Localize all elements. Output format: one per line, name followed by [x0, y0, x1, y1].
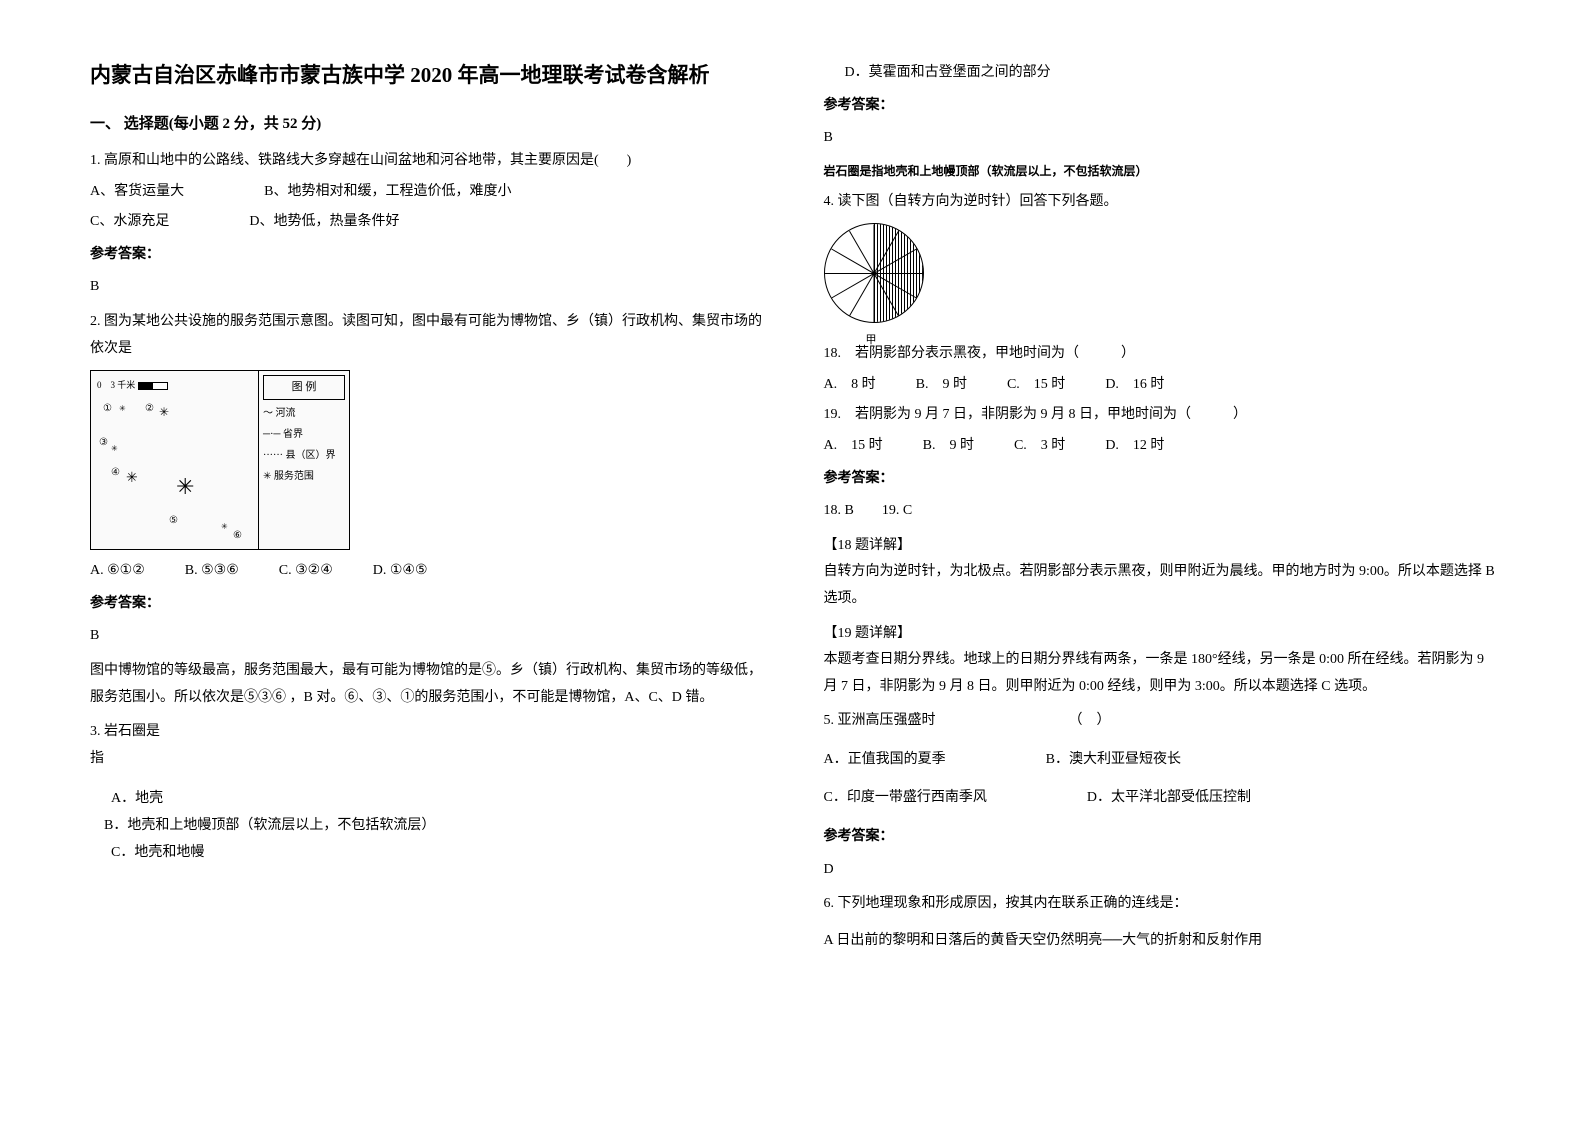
q3-stem-2: 指 [90, 746, 764, 773]
q4-18-a: A. 8 时 [824, 372, 876, 399]
q2-answer-label: 参考答案： [90, 591, 764, 618]
q1-option-a: A、客货运量大 [90, 179, 184, 206]
map-node-3: ✳ [111, 441, 118, 456]
q4-sub18-stem: 18. 若阴影部分表示黑夜，甲地时间为（ ） [824, 341, 1498, 368]
scale-bar: 0 3 千米 [97, 377, 168, 394]
map-label-5: ⑤ [169, 511, 178, 530]
legend-title: 图 例 [263, 375, 345, 400]
map-label-3: ③ [99, 433, 108, 452]
map-label-4: ④ [111, 463, 120, 482]
question-1: 1. 高原和山地中的公路线、铁路线大多穿越在山间盆地和河谷地带，其主要原因是( … [90, 148, 764, 301]
exam-title: 内蒙古自治区赤峰市市蒙古族中学 2020 年高一地理联考试卷含解析 [90, 60, 764, 92]
q3-option-c: C．地壳和地幔 [90, 840, 764, 867]
q6-option-a: A 日出前的黎明和日落后的黄昏天空仍然明亮──大气的折射和反射作用 [824, 928, 1498, 955]
q2-explanation: 图中博物馆的等级最高，服务范围最大，最有可能为博物馆的是⑤。乡（镇）行政机构、集… [90, 658, 764, 711]
q1-stem: 1. 高原和山地中的公路线、铁路线大多穿越在山间盆地和河谷地带，其主要原因是( … [90, 148, 764, 175]
map-node-6: ✳ [221, 519, 228, 534]
q5-stem: 5. 亚洲高压强盛时 （ ） [824, 708, 1498, 735]
question-3: 3. 岩石圈是 指 A．地壳 B．地壳和上地幔顶部（软流层以上，不包括软流层） … [90, 719, 764, 866]
q4-18-b: B. 9 时 [916, 372, 967, 399]
q2-figure-map: 0 3 千米 ✳ ① ✳ ② ✳ ③ ✳ ④ ✳ ⑤ ✳ ⑥ [91, 371, 259, 549]
q3-option-b: B．地壳和上地幔顶部（软流层以上，不包括软流层） [90, 813, 764, 840]
legend-item-river: 〜 河流 [263, 404, 345, 423]
q1-answer: B [90, 274, 764, 301]
q4-18-c: C. 15 时 [1007, 372, 1065, 399]
question-6: 6. 下列地理现象和形成原因，按其内在联系正确的连线是： A 日出前的黎明和日落… [824, 891, 1498, 954]
legend-item-county: ······ 县（区）界 [263, 446, 345, 465]
right-column: D．莫霍面和古登堡面之间的部分 参考答案： B 岩石圈是指地壳和上地幔顶部（软流… [824, 60, 1498, 960]
q2-option-b: B. ⑤③⑥ [185, 558, 239, 585]
q4-stem: 4. 读下图（自转方向为逆时针）回答下列各题。 [824, 189, 1498, 216]
q1-option-d: D、地势低，热量条件好 [249, 209, 399, 236]
question-4: 4. 读下图（自转方向为逆时针）回答下列各题。 甲 18. 若阴影部分表示黑夜，… [824, 189, 1498, 701]
map-node-5: ✳ [176, 466, 194, 508]
question-5: 5. 亚洲高压强盛时 （ ） A．正值我国的夏季 B．澳大利亚昼短夜长 C．印度… [824, 708, 1498, 883]
q4-sub19-stem: 19. 若阴影为 9 月 7 日，非阴影为 9 月 8 日，甲地时间为（ ） [824, 402, 1498, 429]
q2-figure-legend: 图 例 〜 河流 ─·─ 省界 ······ 县（区）界 ✳ 服务范围 [259, 371, 349, 549]
question-2: 2. 图为某地公共设施的服务范围示意图。读图可知，图中最有可能为博物馆、乡（镇）… [90, 309, 764, 711]
q4-answer: 18. B 19. C [824, 498, 1498, 525]
map-label-1: ① [103, 399, 112, 418]
q3-note: 岩石圈是指地壳和上地幔顶部（软流层以上，不包括软流层） [824, 160, 1498, 183]
q1-option-b: B、地势相对和缓，工程造价低，难度小 [264, 179, 511, 206]
q2-figure: 0 3 千米 ✳ ① ✳ ② ✳ ③ ✳ ④ ✳ ⑤ ✳ ⑥ [90, 370, 350, 550]
q4-answer-label: 参考答案： [824, 466, 1498, 493]
section-1-header: 一、 选择题(每小题 2 分，共 52 分) [90, 110, 764, 139]
q3-answer: B [824, 125, 1498, 152]
q5-answer-label: 参考答案： [824, 824, 1498, 851]
polar-label-jia: 甲 [866, 330, 877, 351]
left-column: 内蒙古自治区赤峰市市蒙古族中学 2020 年高一地理联考试卷含解析 一、 选择题… [90, 60, 764, 960]
q1-answer-label: 参考答案： [90, 242, 764, 269]
q3-option-d: D．莫霍面和古登堡面之间的部分 [824, 60, 1498, 87]
exam-page: 内蒙古自治区赤峰市市蒙古族中学 2020 年高一地理联考试卷含解析 一、 选择题… [90, 60, 1497, 960]
q2-stem: 2. 图为某地公共设施的服务范围示意图。读图可知，图中最有可能为博物馆、乡（镇）… [90, 309, 764, 362]
q4-19-c: C. 3 时 [1014, 433, 1065, 460]
q4-exp19-title: 【19 题详解】 [824, 621, 1498, 648]
q4-19-a: A. 15 时 [824, 433, 883, 460]
q5-option-a: A．正值我国的夏季 [824, 747, 946, 774]
q3-answer-label: 参考答案： [824, 93, 1498, 120]
q4-polar-diagram: 甲 [824, 223, 934, 333]
legend-item-province: ─·─ 省界 [263, 425, 345, 444]
q4-18-d: D. 16 时 [1105, 372, 1164, 399]
map-label-6: ⑥ [233, 526, 242, 545]
q3-stem-1: 3. 岩石圈是 [90, 719, 764, 746]
q5-option-d: D．太平洋北部受低压控制 [1087, 785, 1251, 812]
q5-answer: D [824, 857, 1498, 884]
q2-option-a: A. ⑥①② [90, 558, 145, 585]
map-node-2: ✳ [159, 401, 169, 424]
q2-option-c: C. ③②④ [279, 558, 333, 585]
map-node-1: ✳ [119, 401, 126, 416]
q4-exp19: 本题考查日期分界线。地球上的日期分界线有两条，一条是 180°经线，另一条是 0… [824, 647, 1498, 700]
q5-option-b: B．澳大利亚昼短夜长 [1046, 747, 1181, 774]
q4-19-d: D. 12 时 [1105, 433, 1164, 460]
map-label-2: ② [145, 399, 154, 418]
legend-item-service: ✳ 服务范围 [263, 467, 345, 486]
q4-exp18-title: 【18 题详解】 [824, 533, 1498, 560]
q5-option-c: C．印度一带盛行西南季风 [824, 785, 987, 812]
q2-option-d: D. ①④⑤ [373, 558, 428, 585]
q4-exp18: 自转方向为逆时针，为北极点。若阴影部分表示黑夜，则甲附近为晨线。甲的地方时为 9… [824, 559, 1498, 612]
q2-answer: B [90, 623, 764, 650]
q6-stem: 6. 下列地理现象和形成原因，按其内在联系正确的连线是： [824, 891, 1498, 918]
q4-19-b: B. 9 时 [923, 433, 974, 460]
q1-option-c: C、水源充足 [90, 209, 169, 236]
q3-option-a: A．地壳 [90, 786, 764, 813]
map-node-4: ✳ [126, 466, 138, 493]
